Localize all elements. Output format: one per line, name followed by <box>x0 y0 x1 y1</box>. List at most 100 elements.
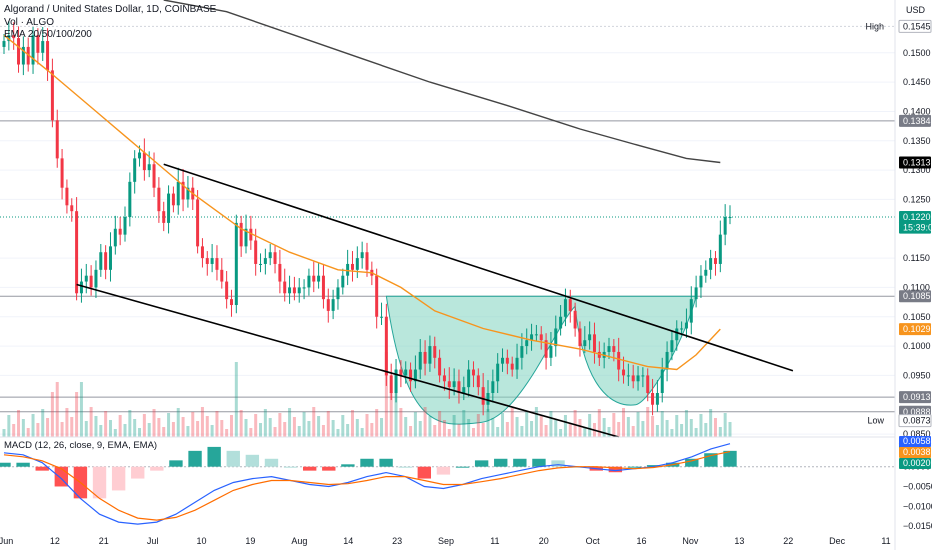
macd-histogram-bar <box>150 466 164 471</box>
candle-body <box>530 334 534 341</box>
time-tick: Oct <box>586 536 601 546</box>
candle-body <box>84 275 88 282</box>
price-tag <box>898 414 932 428</box>
candle-body <box>278 263 282 282</box>
candle-body <box>704 269 708 276</box>
candle-body <box>17 38 21 65</box>
volume-bar <box>375 409 379 437</box>
candle-body <box>713 258 717 264</box>
price-tag-value: 0.0873 <box>903 416 931 426</box>
volume-bar <box>559 429 563 437</box>
time-tick: Nov <box>682 536 699 546</box>
price-tag <box>899 391 931 404</box>
price-tag-value: 0.1545 <box>903 21 931 31</box>
candle-body <box>525 340 529 347</box>
volume-bar <box>428 416 432 437</box>
macd-histogram-bar <box>169 460 183 467</box>
volume-bar <box>167 413 171 437</box>
volume-bar <box>505 422 509 437</box>
volume-bar <box>2 429 6 437</box>
time-tick: 22 <box>783 536 793 546</box>
candle-body <box>273 252 277 264</box>
time-tick: 10 <box>197 536 207 546</box>
macd-histogram-bar <box>226 450 240 467</box>
volume-bar <box>7 415 11 437</box>
volume-bar <box>370 423 374 437</box>
volume-indicator-label[interactable]: Vol · ALGO <box>4 17 55 28</box>
candle-body <box>694 287 698 300</box>
volume-bar <box>84 421 88 437</box>
ema-indicator-label[interactable]: EMA 20/50/100/200 <box>4 29 92 40</box>
volume-bar <box>462 410 466 437</box>
candle-body <box>413 369 417 382</box>
volume-bar <box>689 419 693 437</box>
time-tick: 16 <box>637 536 647 546</box>
macd-histogram-bar <box>627 466 642 468</box>
candle-body <box>588 334 592 341</box>
price-tick: 0.0850 <box>903 429 931 439</box>
candle-body <box>501 357 505 364</box>
price-tag-value: 0.1313 <box>903 157 931 167</box>
volume-bar <box>89 407 93 437</box>
volume-bar <box>694 428 698 437</box>
volume-bar <box>699 414 703 437</box>
candle-body <box>210 258 214 264</box>
macd-histogram-bar <box>551 460 565 467</box>
volume-bar <box>728 422 732 437</box>
candle-body <box>723 217 727 235</box>
volume-bar <box>588 414 592 437</box>
volume-bar <box>510 408 514 437</box>
volume-bar <box>399 408 403 437</box>
candle-body <box>302 287 306 289</box>
volume-bar <box>486 409 490 437</box>
candle-body <box>409 369 413 382</box>
volume-bar <box>307 421 311 437</box>
volume-bar <box>331 420 335 437</box>
candle-body <box>510 363 514 370</box>
volume-bar <box>196 421 200 437</box>
macd-tag <box>899 447 931 458</box>
macd-histogram-bar <box>302 466 317 471</box>
volume-bar <box>602 418 606 437</box>
candle-body <box>496 363 500 382</box>
volume-bar <box>104 411 108 437</box>
candle-body <box>597 351 601 358</box>
candle-body <box>283 281 287 294</box>
macd-axis[interactable]: 0.0000−0.0050−0.0100−0.01500.00580.00380… <box>899 436 932 531</box>
volume-bar <box>142 414 146 437</box>
volume-bar <box>665 420 669 437</box>
volume-bar <box>597 409 601 437</box>
volume-bar <box>718 427 722 437</box>
time-axis[interactable]: Jun 12 21 Jul 10 19 Aug 14 23 Sep 11 20 Oct 16 Nov 13 22… <box>0 536 891 546</box>
candle-body <box>229 299 233 306</box>
symbol-title[interactable]: Algorand / United States Dollar, 1D, COI… <box>4 4 217 15</box>
time-tick: 21 <box>99 536 109 546</box>
macd-tag <box>899 436 931 447</box>
volume-bar <box>336 429 340 437</box>
volume-bar <box>684 410 688 437</box>
volume-bar <box>651 416 655 437</box>
volume-bar <box>394 382 398 437</box>
candle-body <box>433 346 437 358</box>
candle-body <box>46 41 50 71</box>
macd-histogram-bar <box>35 466 49 471</box>
volume-bar <box>626 417 630 437</box>
volume-bar <box>418 421 422 437</box>
candle-body <box>79 281 83 294</box>
macd-indicator-label[interactable]: MACD (12, 26, close, 9, EMA, EMA) <box>4 440 158 451</box>
candle-body <box>578 328 582 347</box>
volume-bar <box>249 428 253 437</box>
candle-body <box>70 205 74 212</box>
price-tag <box>899 114 931 127</box>
volume-bar <box>70 417 74 437</box>
candle-body <box>355 258 359 270</box>
currency-label[interactable]: USD <box>906 5 926 15</box>
candle-body <box>651 393 655 405</box>
volume-bar <box>297 426 301 437</box>
volume-bar <box>157 418 161 437</box>
macd-histogram-bar <box>16 462 30 467</box>
candle-body <box>94 269 98 288</box>
price-tag <box>899 290 931 303</box>
volume-bar <box>26 428 30 437</box>
